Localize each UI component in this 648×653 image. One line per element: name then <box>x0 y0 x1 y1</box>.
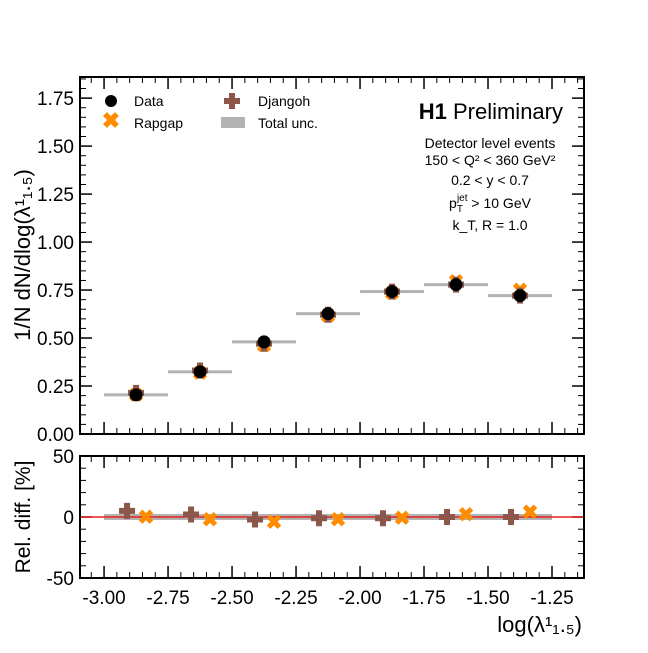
legend-marker-djangoh <box>224 93 240 109</box>
legend-label: Rapgap <box>134 115 183 131</box>
djangoh-rel-diff-marker <box>503 509 520 525</box>
rapgap-rel-diff-marker: ✖ <box>202 509 219 531</box>
y-tick-label: 1.00 <box>37 233 74 254</box>
legend: Data ✖ Rapgap Djangoh Total unc. <box>102 93 318 133</box>
djangoh-rel-diff-marker <box>247 511 264 528</box>
djangoh-rel-diff-marker <box>119 502 136 519</box>
rapgap-rel-diff-marker: ✖ <box>522 502 539 524</box>
main-panel: 0.000.250.500.751.001.251.501.75✖✖✖✖✖✖✖ <box>37 77 584 446</box>
x-tick-label: -2.25 <box>274 588 317 609</box>
x-tick-label: -3.00 <box>82 588 125 609</box>
data-point <box>193 365 207 379</box>
legend-marker-total-unc <box>221 117 245 128</box>
djangoh-rel-diff-marker <box>183 506 200 523</box>
legend-label: Total unc. <box>258 115 318 131</box>
legend-label: Data <box>134 93 164 109</box>
y-tick-label: 1.25 <box>37 185 74 206</box>
plot-title: H1 Preliminary <box>419 99 563 124</box>
annotation: Detector level events <box>425 135 556 151</box>
djangoh-rel-diff-marker <box>375 510 392 527</box>
ratio-y-tick-label: -50 <box>47 569 74 590</box>
ratio-y-tick-label: 50 <box>53 447 74 468</box>
y-tick-label: 0.25 <box>37 377 74 398</box>
y-tick-label: 1.75 <box>37 89 74 110</box>
annotation: k_T, R = 1.0 <box>452 217 527 233</box>
y-axis-label: 1/N dN/dlog(λ¹₁.₅) <box>10 169 35 341</box>
annotation: pTjet > 10 GeV <box>449 193 532 215</box>
y-tick-label: 0.75 <box>37 281 74 302</box>
x-axis-label: log(λ¹₁.₅) <box>497 612 582 637</box>
ratio-y-axis-label: Rel. diff. [%] <box>12 461 35 574</box>
x-tick-label: -2.00 <box>338 588 381 609</box>
data-point <box>321 307 335 321</box>
rapgap-rel-diff-marker: ✖ <box>330 509 347 531</box>
x-tick-label: -2.75 <box>146 588 189 609</box>
y-tick-label: 0.50 <box>37 329 74 350</box>
rapgap-rel-diff-marker: ✖ <box>266 512 283 534</box>
djangoh-rel-diff-marker <box>439 509 456 525</box>
y-tick-label: 0.00 <box>37 425 74 446</box>
ratio-panel: 50 0 -50 -3.00 -2.75 -2.50 -2.25 -2.00 -1.75 -1.5… <box>47 447 584 609</box>
data-point <box>385 285 399 299</box>
data-point <box>449 278 463 292</box>
ratio-y-tick-label: 0 <box>63 508 74 529</box>
ratio-frame <box>79 455 585 579</box>
djangoh-rel-diff-marker <box>311 510 328 527</box>
rapgap-rel-diff-marker: ✖ <box>138 507 155 529</box>
annotation: 150 < Q² < 360 GeV² <box>425 152 556 168</box>
data-point <box>257 335 271 349</box>
legend-marker-data <box>105 95 117 107</box>
x-tick-label: -1.50 <box>466 588 509 609</box>
legend-marker-rapgap: ✖ <box>102 108 120 133</box>
x-tick-label: -1.25 <box>530 588 573 609</box>
legend-label: Djangoh <box>258 93 310 109</box>
rapgap-rel-diff-marker: ✖ <box>458 505 475 527</box>
x-tick-label: -2.50 <box>210 588 253 609</box>
annotations: Detector level events 150 < Q² < 360 GeV… <box>425 135 556 233</box>
x-tick-label: -1.75 <box>402 588 445 609</box>
data-point <box>513 289 527 303</box>
main-frame <box>79 76 585 435</box>
data-point <box>129 388 143 402</box>
rapgap-rel-diff-marker: ✖ <box>394 508 411 530</box>
y-tick-label: 1.50 <box>37 137 74 158</box>
annotation: 0.2 < y < 0.7 <box>451 172 529 188</box>
